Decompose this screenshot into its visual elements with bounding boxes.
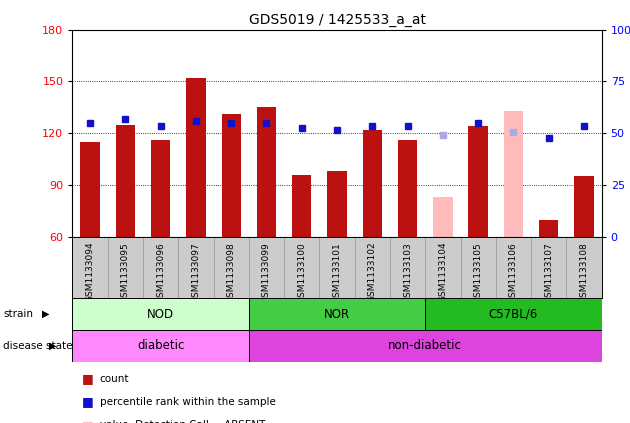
Text: value, Detection Call = ABSENT: value, Detection Call = ABSENT <box>100 420 265 423</box>
Text: GSM1133106: GSM1133106 <box>509 242 518 302</box>
Text: GSM1133095: GSM1133095 <box>121 242 130 302</box>
Text: GSM1133097: GSM1133097 <box>192 242 200 302</box>
Bar <box>355 237 390 298</box>
Bar <box>531 237 566 298</box>
Bar <box>186 78 205 237</box>
Text: ▶: ▶ <box>49 341 56 351</box>
Bar <box>151 140 170 237</box>
Bar <box>566 237 602 298</box>
Bar <box>328 171 347 237</box>
Text: C57BL/6: C57BL/6 <box>489 308 538 321</box>
Text: GSM1133108: GSM1133108 <box>580 242 588 302</box>
Text: ▶: ▶ <box>42 309 49 319</box>
Text: ■: ■ <box>82 372 94 385</box>
Bar <box>575 176 593 237</box>
Text: NOD: NOD <box>147 308 175 321</box>
Bar <box>249 298 425 330</box>
Text: percentile rank within the sample: percentile rank within the sample <box>100 397 275 407</box>
Bar <box>461 237 496 298</box>
Text: GSM1133103: GSM1133103 <box>403 242 412 302</box>
Text: GSM1133107: GSM1133107 <box>544 242 553 302</box>
Text: ■: ■ <box>82 396 94 408</box>
Bar <box>398 140 417 237</box>
Bar <box>319 237 355 298</box>
Bar <box>116 125 135 237</box>
Bar <box>496 237 531 298</box>
Text: disease state: disease state <box>3 341 72 351</box>
Bar <box>249 330 602 362</box>
Text: GSM1133101: GSM1133101 <box>333 242 341 302</box>
Bar <box>249 237 284 298</box>
Text: GSM1133099: GSM1133099 <box>262 242 271 302</box>
Bar <box>425 298 602 330</box>
Bar <box>108 237 143 298</box>
Bar <box>72 298 249 330</box>
Bar <box>390 237 425 298</box>
Bar <box>214 237 249 298</box>
Text: GSM1133096: GSM1133096 <box>156 242 165 302</box>
Bar <box>72 237 108 298</box>
Text: GSM1133098: GSM1133098 <box>227 242 236 302</box>
Bar <box>433 197 452 237</box>
Bar <box>539 220 558 237</box>
Text: GSM1133094: GSM1133094 <box>86 242 94 302</box>
Bar <box>504 111 523 237</box>
Text: count: count <box>100 374 129 384</box>
Bar <box>222 114 241 237</box>
Bar <box>469 126 488 237</box>
Text: non-diabetic: non-diabetic <box>388 339 462 352</box>
Bar <box>143 237 178 298</box>
Bar <box>178 237 214 298</box>
Bar <box>425 237 461 298</box>
Text: diabetic: diabetic <box>137 339 185 352</box>
Text: ■: ■ <box>82 419 94 423</box>
Text: GSM1133104: GSM1133104 <box>438 242 447 302</box>
Text: GSM1133102: GSM1133102 <box>368 242 377 302</box>
Text: NOR: NOR <box>324 308 350 321</box>
Bar <box>292 175 311 237</box>
Bar <box>284 237 319 298</box>
Text: GSM1133105: GSM1133105 <box>474 242 483 302</box>
Bar <box>72 330 249 362</box>
Text: GSM1133100: GSM1133100 <box>297 242 306 302</box>
Text: strain: strain <box>3 309 33 319</box>
Bar <box>257 107 276 237</box>
Title: GDS5019 / 1425533_a_at: GDS5019 / 1425533_a_at <box>249 13 425 27</box>
Bar <box>81 142 100 237</box>
Bar <box>363 130 382 237</box>
